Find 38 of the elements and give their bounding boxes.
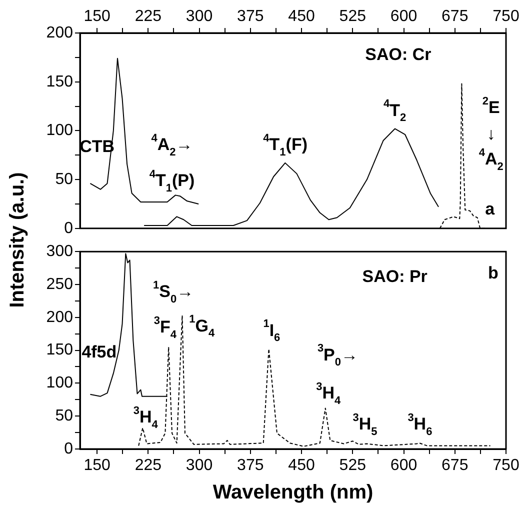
y-axis-title: Intensity (a.u.) <box>6 172 30 308</box>
y-tick-label: 50 <box>55 408 74 425</box>
y-tick-label: 200 <box>46 24 74 42</box>
y-tick-label: 0 <box>64 220 74 237</box>
x-tick-label: 150 <box>84 457 110 474</box>
x-tick-label: 450 <box>288 8 315 25</box>
x-tick-label: 600 <box>390 457 418 474</box>
x-tick-label: 375 <box>237 8 264 25</box>
y-tick-label: 300 <box>46 243 74 260</box>
annotation: ↓ <box>486 124 496 144</box>
x-tick-label: 375 <box>237 457 264 474</box>
x-tick-label: 300 <box>186 457 213 474</box>
x-tick-label: 450 <box>288 457 315 474</box>
y-tick-label: 200 <box>46 308 74 326</box>
y-tick-label: 150 <box>46 342 74 359</box>
y-tick-label: 0 <box>64 440 74 458</box>
x-tick-label: 150 <box>84 8 110 25</box>
x-tick-label: 525 <box>339 457 366 474</box>
annotation: SAO: Pr <box>362 266 428 286</box>
x-tick-label: 675 <box>442 8 468 25</box>
x-tick-label: 750 <box>492 8 520 25</box>
annotation: 4f5d <box>82 342 117 362</box>
x-axis-title: Wavelength (nm) <box>212 482 374 504</box>
x-tick-label: 750 <box>492 457 520 474</box>
x-tick-label: 600 <box>390 8 418 25</box>
annotation: SAO: Cr <box>365 45 432 64</box>
x-tick-label: 225 <box>134 457 162 474</box>
y-tick-label: 100 <box>46 374 74 392</box>
y-tick-label: 250 <box>46 276 74 293</box>
x-tick-label: 300 <box>186 8 213 25</box>
x-tick-label: 225 <box>134 8 162 25</box>
x-tick-label: 525 <box>339 8 366 25</box>
y-tick-label: 100 <box>46 122 74 140</box>
y-tick-label: 50 <box>55 170 74 188</box>
annotation: a <box>485 200 496 219</box>
x-tick-label: 675 <box>442 457 468 474</box>
y-tick-label: 150 <box>46 73 74 90</box>
annotation: b <box>488 264 498 283</box>
